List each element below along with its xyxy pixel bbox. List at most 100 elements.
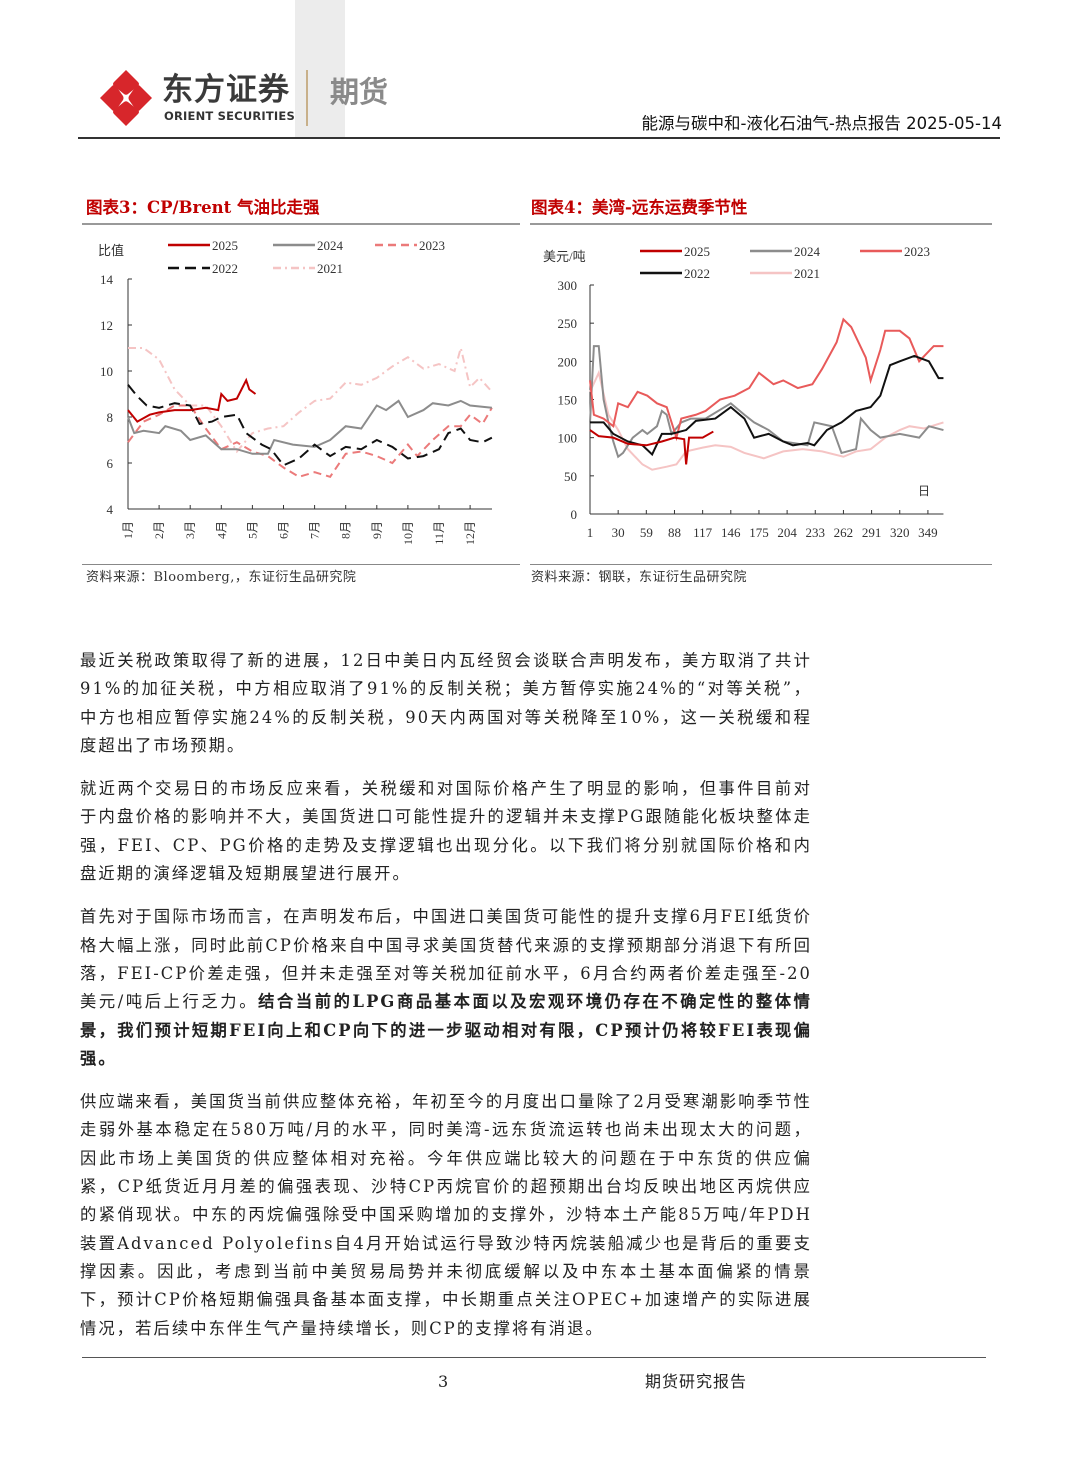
y-tick-label: 12 — [100, 318, 113, 333]
x-tick-label: 146 — [721, 525, 741, 540]
x-tick-label: 2月 — [152, 521, 166, 539]
x-tick-label: 59 — [640, 525, 653, 540]
series-line-2023 — [589, 317, 944, 442]
x-tick-label: 1 — [587, 525, 594, 540]
text-segment: 就近两个交易日的市场反应来看，关税缓和对国际价格产生了明显的影响，但事件目前对于… — [80, 779, 812, 884]
x-tick-label: 12月 — [463, 521, 477, 545]
report-title: 能源与碳中和-液化石油气-热点报告 2025-05-14 — [641, 114, 1002, 133]
x-tick-label: 9月 — [370, 521, 384, 539]
cp-brent-ratio-chart: 比值 2025 2024 2023 2022 2021 4 6 8 10 12 14 1月 2月 3月 4月 5… — [98, 238, 493, 545]
header-band — [295, 0, 345, 138]
series-line-2025 — [589, 429, 714, 465]
figure-3-source-rule — [82, 564, 520, 565]
x-tick-label: 262 — [834, 525, 854, 540]
x-axis-label: 日 — [918, 484, 930, 498]
y-tick-label: 300 — [558, 278, 578, 293]
legend-item-2021: 2021 — [273, 261, 343, 276]
paragraph: 就近两个交易日的市场反应来看，关税缓和对国际价格产生了明显的影响，但事件目前对于… — [80, 775, 812, 888]
legend-item-2023: 2023 — [375, 238, 445, 253]
y-tick-label: 50 — [564, 469, 577, 484]
y-tick-label: 4 — [107, 502, 114, 517]
x-tick-label: 8月 — [339, 521, 353, 539]
paragraph: 首先对于国际市场而言，在声明发布后，中国进口美国货可能性的提升支撑6月FEI纸货… — [80, 903, 812, 1073]
figure-4-title-rule — [530, 223, 992, 225]
header-divider — [306, 70, 308, 126]
legend-label: 2025 — [212, 238, 238, 253]
text-segment: 最近关税政策取得了新的进展，12日中美日内瓦经贸会谈联合声明发布，美方取消了共计… — [80, 651, 812, 755]
y-tick-label: 10 — [100, 364, 113, 379]
paragraph: 最近关税政策取得了新的进展，12日中美日内瓦经贸会谈联合声明发布，美方取消了共计… — [80, 647, 812, 760]
y-axis-label: 比值 — [98, 243, 124, 258]
legend-item-2023: 2023 — [860, 244, 930, 259]
y-tick-label: 6 — [107, 456, 114, 471]
y-tick-label: 200 — [558, 354, 578, 369]
series-line-2021 — [589, 369, 944, 471]
legend-item-2025: 2025 — [640, 244, 710, 259]
figure-4-source-rule — [530, 564, 992, 565]
series-line-2022 — [590, 354, 944, 457]
x-tick-label: 233 — [806, 525, 826, 540]
y-axis-label: 美元/吨 — [543, 249, 586, 264]
legend-label: 2021 — [794, 266, 820, 281]
series-line-2025 — [127, 377, 257, 423]
x-tick-label: 291 — [862, 525, 882, 540]
x-tick-label: 5月 — [245, 521, 259, 539]
x-tick-label: 6月 — [277, 521, 291, 539]
freight-seasonality-chart: 美元/吨日 2025 2024 2023 2022 2021 0 50 100 150 200 250… — [543, 244, 944, 540]
figure-4-title: 图表4：美湾-远东运费季节性 — [531, 198, 748, 217]
x-tick-label: 117 — [693, 525, 713, 540]
y-tick-label: 100 — [558, 431, 578, 446]
legend-item-2024: 2024 — [750, 244, 821, 259]
x-tick-label: 3月 — [183, 521, 197, 539]
legend-item-2025: 2025 — [168, 238, 238, 253]
x-tick-label: 30 — [612, 525, 625, 540]
x-tick-label: 204 — [777, 525, 797, 540]
text-segment: 供应端来看，美国货当前供应整体充裕，年初至今的月度出口量除了2月受寒潮影响季节性… — [80, 1092, 812, 1338]
figure-3-source: 资料来源：Bloomberg,，东证衍生品研究院 — [86, 570, 357, 585]
legend-item-2022: 2022 — [640, 266, 710, 281]
series-line-2024 — [589, 345, 944, 459]
legend-label: 2024 — [317, 238, 344, 253]
footer-rule — [82, 1357, 986, 1358]
legend-item-2022: 2022 — [168, 261, 238, 276]
x-tick-label: 175 — [749, 525, 769, 540]
legend-item-2021: 2021 — [750, 266, 820, 281]
legend-label: 2022 — [212, 261, 238, 276]
x-tick-label: 7月 — [308, 521, 322, 539]
legend-label: 2024 — [794, 244, 821, 259]
series-line-2023 — [127, 404, 493, 478]
legend-label: 2022 — [684, 266, 710, 281]
page-number: 3 — [438, 1372, 449, 1391]
legend-label: 2021 — [317, 261, 343, 276]
bold-text: 结合当前的LPG商品基本面以及宏观环境仍存在不确定性的整体情景，我们预计短期FE… — [80, 992, 812, 1068]
orient-securities-logo — [100, 70, 152, 126]
series-line-2024 — [127, 399, 492, 455]
legend-item-2024: 2024 — [273, 238, 344, 253]
x-tick-label: 10月 — [401, 521, 415, 545]
series-line-2021 — [128, 347, 493, 454]
legend-label: 2025 — [684, 244, 710, 259]
legend-label: 2023 — [419, 238, 445, 253]
x-tick-label: 320 — [890, 525, 910, 540]
x-tick-label: 4月 — [214, 521, 228, 539]
text-segment: 首先对于国际市场而言，在声明发布后，中国进口美国货可能性的提升支撑6月FEI纸货… — [80, 907, 812, 1012]
y-tick-label: 0 — [571, 507, 578, 522]
brand-name-en: ORIENT SECURITIES — [164, 109, 295, 123]
x-tick-label: 349 — [918, 525, 938, 540]
body-text: 最近关税政策取得了新的进展，12日中美日内瓦经贸会谈联合声明发布，美方取消了共计… — [80, 647, 812, 1358]
y-tick-label: 250 — [558, 316, 578, 331]
legend-label: 2023 — [904, 244, 930, 259]
header-rule — [78, 137, 1000, 139]
y-tick-label: 8 — [107, 410, 114, 425]
x-tick-label: 1月 — [121, 521, 135, 539]
figure-3-title-rule — [82, 223, 520, 225]
paragraph: 供应端来看，美国货当前供应整体充裕，年初至今的月度出口量除了2月受寒潮影响季节性… — [80, 1088, 812, 1343]
brand-name-cn: 东方证券 — [162, 72, 290, 108]
figure-4-source: 资料来源：钢联，东证衍生品研究院 — [531, 570, 748, 585]
x-tick-label: 11月 — [432, 521, 446, 545]
y-tick-label: 14 — [100, 272, 114, 287]
footer-label: 期货研究报告 — [645, 1372, 748, 1391]
division-label: 期货 — [330, 75, 389, 109]
x-tick-label: 88 — [668, 525, 681, 540]
figure-3-title: 图表3：CP/Brent 气油比走强 — [86, 198, 320, 217]
